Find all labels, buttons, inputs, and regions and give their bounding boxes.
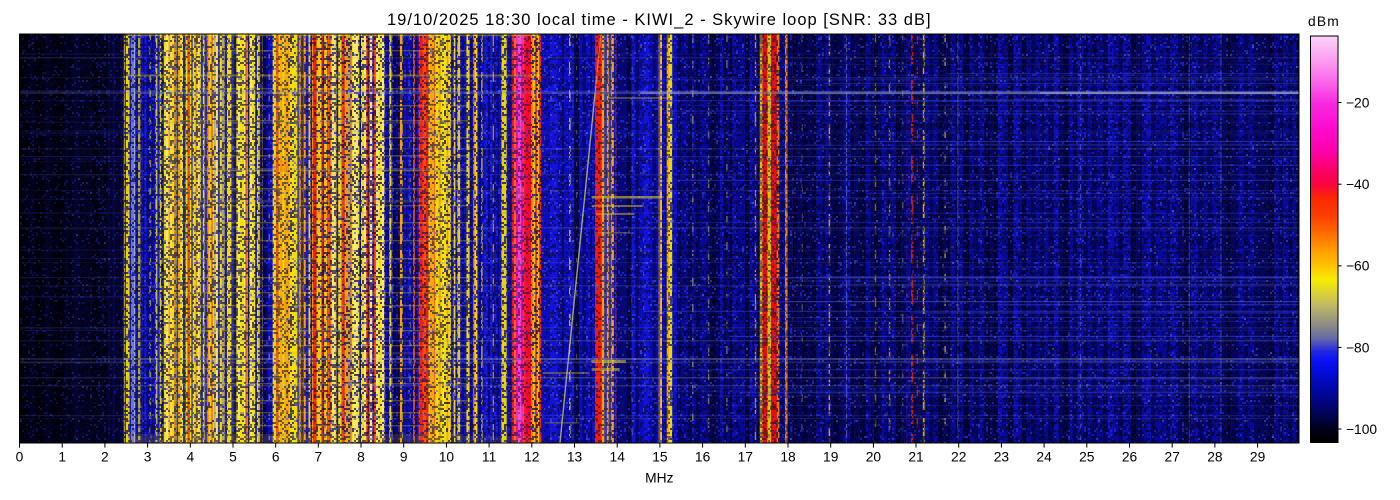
svg-text:dBm: dBm xyxy=(1308,14,1340,29)
svg-text:19/10/2025 18:30 local time -: 19/10/2025 18:30 local time - KIWI_2 - S… xyxy=(387,11,932,29)
svg-text:−40: −40 xyxy=(1346,177,1370,192)
svg-text:8: 8 xyxy=(357,450,365,465)
svg-text:0: 0 xyxy=(16,450,24,465)
svg-text:24: 24 xyxy=(1036,450,1052,465)
svg-text:−20: −20 xyxy=(1346,95,1370,110)
svg-text:22: 22 xyxy=(951,450,966,465)
svg-text:29: 29 xyxy=(1250,450,1266,465)
svg-text:15: 15 xyxy=(652,450,668,465)
svg-text:9: 9 xyxy=(400,450,408,465)
svg-text:MHz: MHz xyxy=(645,471,673,486)
svg-text:2: 2 xyxy=(101,450,109,465)
svg-text:16: 16 xyxy=(695,450,711,465)
svg-text:6: 6 xyxy=(272,450,280,465)
svg-text:27: 27 xyxy=(1165,450,1180,465)
svg-text:3: 3 xyxy=(144,450,152,465)
svg-text:4: 4 xyxy=(186,450,194,465)
svg-text:5: 5 xyxy=(229,450,237,465)
svg-text:11: 11 xyxy=(482,450,496,465)
svg-text:23: 23 xyxy=(994,450,1010,465)
svg-text:14: 14 xyxy=(610,450,626,465)
svg-text:17: 17 xyxy=(738,450,753,465)
svg-text:18: 18 xyxy=(780,450,796,465)
svg-text:10: 10 xyxy=(439,450,455,465)
svg-text:19: 19 xyxy=(823,450,839,465)
svg-text:20: 20 xyxy=(866,450,882,465)
svg-text:−100: −100 xyxy=(1346,422,1377,437)
svg-text:13: 13 xyxy=(567,450,583,465)
svg-text:26: 26 xyxy=(1122,450,1138,465)
svg-text:−60: −60 xyxy=(1346,259,1370,274)
svg-text:28: 28 xyxy=(1207,450,1223,465)
svg-text:−80: −80 xyxy=(1346,340,1370,355)
svg-text:25: 25 xyxy=(1079,450,1095,465)
svg-text:1: 1 xyxy=(58,450,66,465)
svg-text:7: 7 xyxy=(314,450,322,465)
svg-text:21: 21 xyxy=(908,450,923,465)
svg-text:12: 12 xyxy=(524,450,539,465)
